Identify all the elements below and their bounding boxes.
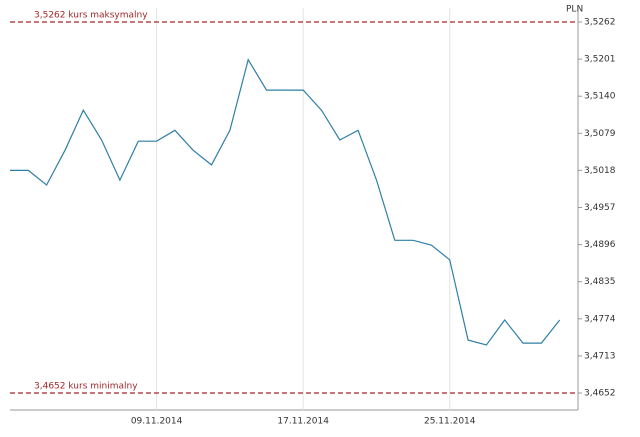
x-tick-label: 17.11.2014 [277, 417, 329, 427]
y-tick-label: 3,4896 [584, 240, 616, 250]
y-tick-label: 3,4713 [584, 351, 616, 361]
y-tick-label: 3,5079 [584, 129, 616, 139]
axis-label: PLN [566, 5, 583, 15]
y-tick-label: 3,4774 [584, 314, 616, 324]
x-tick-label: 25.11.2014 [424, 417, 476, 427]
reference-label: 3,4652 kurs minimalny [34, 382, 138, 392]
y-tick-label: 3,5201 [584, 55, 616, 65]
x-tick-label: 09.11.2014 [131, 417, 183, 427]
y-tick-label: 3,4652 [584, 389, 616, 399]
y-tick-label: 3,4957 [584, 203, 616, 213]
y-tick-label: 3,5140 [584, 92, 616, 102]
y-tick-label: 3,4835 [584, 277, 616, 287]
y-tick-label: 3,5262 [584, 18, 616, 28]
reference-label: 3,5262 kurs maksymalny [34, 11, 148, 21]
data-line [10, 58, 561, 346]
y-tick-label: 3,5018 [584, 166, 616, 176]
